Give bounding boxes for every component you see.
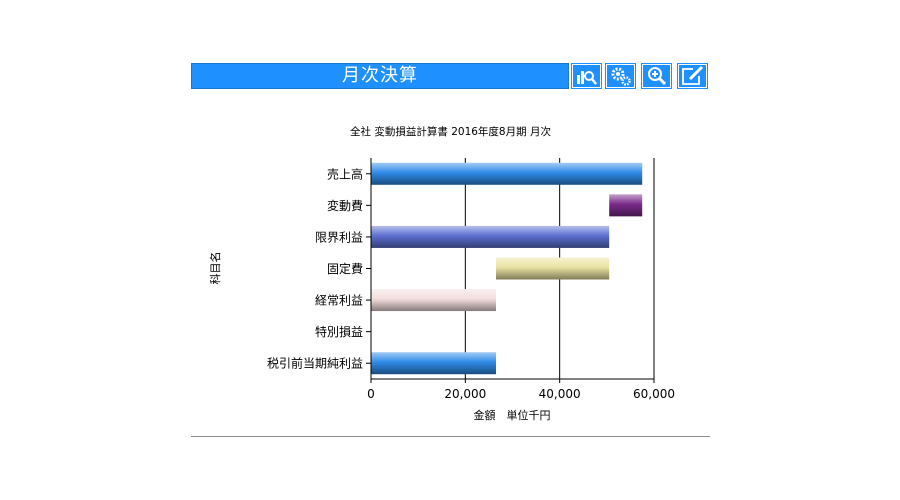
bar — [609, 194, 643, 217]
chart-search-button[interactable] — [571, 63, 602, 89]
bar — [371, 162, 643, 185]
divider — [191, 436, 710, 437]
chart-search-icon — [572, 64, 601, 88]
page-title-bar: 月次決算 — [191, 63, 569, 89]
zoom-button[interactable] — [641, 63, 672, 89]
y-tick-label: 税引前当期純利益 — [267, 356, 363, 371]
x-tick-label: 20,000 — [444, 387, 486, 401]
chart-title: 全社 変動損益計算書 2016年度8月期 月次 — [350, 126, 551, 138]
page-title: 月次決算 — [342, 65, 418, 86]
zoom-in-icon — [642, 64, 671, 88]
x-tick-label: 60,000 — [633, 387, 675, 401]
settings-button[interactable] — [605, 63, 636, 89]
bar — [371, 225, 610, 248]
x-tick-label: 40,000 — [539, 387, 581, 401]
bar — [495, 257, 610, 280]
y-tick-label: 売上高 — [327, 166, 363, 181]
edit-button[interactable] — [677, 63, 708, 89]
gears-icon — [606, 64, 635, 88]
x-axis-title: 金額 単位千円 — [474, 408, 551, 422]
y-axis-title: 科目名 — [208, 252, 222, 285]
bar — [371, 352, 496, 375]
y-tick-label: 限界利益 — [315, 230, 363, 244]
y-tick-label: 変動費 — [327, 198, 363, 213]
edit-icon — [678, 64, 707, 88]
bar — [371, 289, 496, 312]
y-tick-label: 固定費 — [327, 261, 363, 276]
y-tick-label: 特別損益 — [315, 324, 363, 339]
y-tick-label: 経常利益 — [315, 294, 363, 308]
x-tick-label: 0 — [367, 387, 375, 401]
